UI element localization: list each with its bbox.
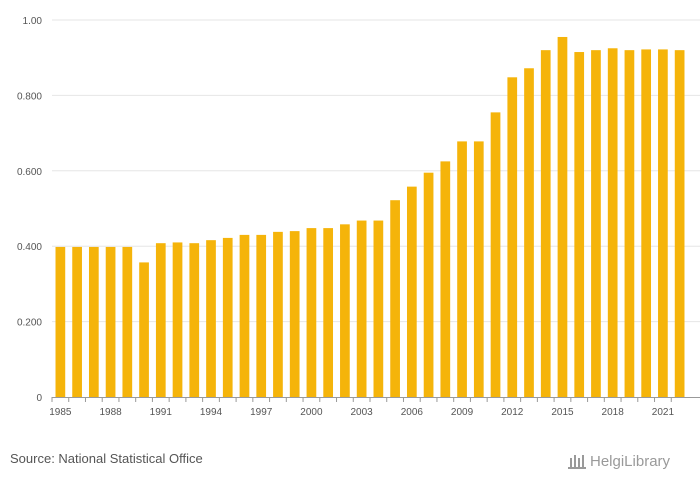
x-tick-label: 2009 xyxy=(451,407,474,418)
bar-1994[interactable] xyxy=(206,240,216,397)
x-tick-label: 1988 xyxy=(99,407,122,418)
bar-series xyxy=(55,36,685,398)
source-note: Source: National Statistical Office xyxy=(10,451,203,466)
bar-2022[interactable] xyxy=(674,50,685,397)
brand-name: HelgiLibrary xyxy=(590,453,671,470)
bar-2020[interactable] xyxy=(641,49,652,397)
x-tick-label: 2012 xyxy=(501,407,524,418)
bar-2017[interactable] xyxy=(591,50,601,397)
bar-2018[interactable] xyxy=(607,48,618,398)
bar-2010[interactable] xyxy=(473,141,484,397)
bar-2005[interactable] xyxy=(390,200,400,397)
bar-2011[interactable] xyxy=(490,112,501,398)
x-tick-label: 1985 xyxy=(49,407,72,418)
bar-2016[interactable] xyxy=(574,52,585,397)
x-tick-label: 1994 xyxy=(200,407,223,418)
bar-2004[interactable] xyxy=(373,220,384,397)
y-tick-label: 0.800 xyxy=(17,91,42,102)
bar-2003[interactable] xyxy=(356,220,367,397)
bar-2000[interactable] xyxy=(306,228,317,397)
bar-2001[interactable] xyxy=(323,228,334,397)
bar-2021[interactable] xyxy=(658,49,668,397)
bar-2009[interactable] xyxy=(457,141,467,397)
x-axis: 1985 1988 1991 1994 1997 2000 2003 2006 2009 2012… xyxy=(49,397,674,418)
bar-2015[interactable] xyxy=(557,36,568,397)
x-tick-label: 2000 xyxy=(300,407,323,418)
bar-2002[interactable] xyxy=(340,224,350,397)
y-axis: 0 0.200 0.400 0.600 0.800 1.00 xyxy=(17,16,42,404)
x-tick-label: 2018 xyxy=(602,407,625,418)
y-tick-label: 0.600 xyxy=(17,167,42,178)
bar-1985[interactable] xyxy=(55,246,66,397)
bar-2008[interactable] xyxy=(440,161,451,398)
bar-1996[interactable] xyxy=(239,234,250,397)
x-tick-label: 2003 xyxy=(351,407,374,418)
y-tick-label: 0.400 xyxy=(17,242,42,253)
bar-2014[interactable] xyxy=(540,50,551,397)
x-tick-label: 1991 xyxy=(150,407,173,418)
library-building-icon xyxy=(568,455,586,469)
y-tick-label: 1.00 xyxy=(23,16,43,27)
bar-1987[interactable] xyxy=(88,246,99,397)
bar-2012[interactable] xyxy=(507,77,518,398)
bar-1990[interactable] xyxy=(139,262,149,397)
x-tick-label: 2015 xyxy=(551,407,574,418)
y-tick-label: 0 xyxy=(36,393,42,404)
bar-1986[interactable] xyxy=(72,246,82,397)
bar-1989[interactable] xyxy=(122,246,133,397)
bar-1991[interactable] xyxy=(155,243,166,397)
y-tick-label: 0.200 xyxy=(17,318,42,329)
bar-2019[interactable] xyxy=(624,50,635,397)
bar-1988[interactable] xyxy=(105,246,116,397)
x-tick-label: 2021 xyxy=(652,407,675,418)
bar-1993[interactable] xyxy=(189,243,200,397)
bar-1995[interactable] xyxy=(222,237,233,397)
x-tick-label: 1997 xyxy=(250,407,273,418)
bar-2007[interactable] xyxy=(423,172,434,397)
bar-1999[interactable] xyxy=(289,231,300,397)
helgilibrary-logo: HelgiLibrary xyxy=(568,453,671,470)
bar-1998[interactable] xyxy=(273,231,283,397)
bar-2006[interactable] xyxy=(406,186,417,397)
bar-1992[interactable] xyxy=(172,242,183,397)
bar-1997[interactable] xyxy=(256,234,267,397)
bar-2013[interactable] xyxy=(524,68,534,397)
x-tick-label: 2006 xyxy=(401,407,424,418)
